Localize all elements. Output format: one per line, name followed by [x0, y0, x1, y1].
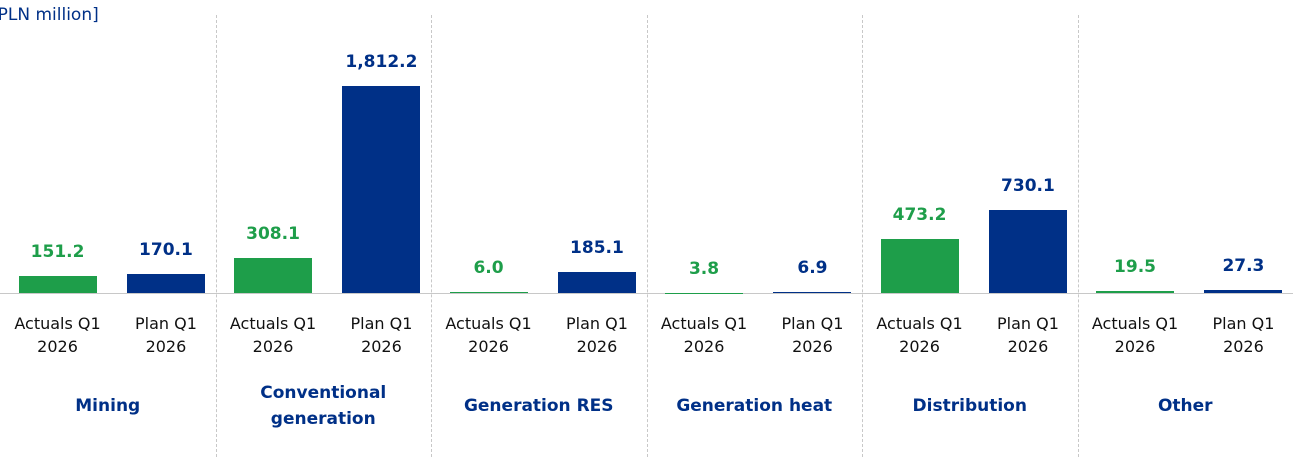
bar: [880, 238, 959, 293]
bar-label: Plan Q1 2026: [996, 314, 1059, 356]
bar-label: Actuals Q1 2026: [229, 314, 317, 356]
chart-title: [PLN million]: [0, 5, 99, 25]
bar-label: Plan Q1 2026: [350, 314, 413, 356]
bar: [342, 86, 421, 293]
value-label: 473.2: [892, 204, 947, 225]
value-label: 19.5: [1114, 256, 1156, 277]
value-label: 6.0: [473, 258, 504, 279]
value-label: 27.3: [1222, 255, 1265, 276]
group-separator: [646, 15, 648, 457]
group-label: Other: [1157, 396, 1213, 416]
bar: [773, 292, 852, 293]
group-label: Mining: [75, 396, 141, 416]
bar-label: Actuals Q1 2026: [876, 314, 963, 356]
bar: [1204, 289, 1283, 293]
group-label: Conventional generation: [260, 383, 387, 429]
bar: [234, 257, 313, 293]
bar: [988, 209, 1067, 293]
group-separator: [431, 15, 432, 457]
value-label: 6.9: [797, 258, 828, 279]
group-separator: [862, 15, 863, 457]
value-label: 151.2: [30, 241, 85, 262]
bar-label: Plan Q1 2026: [781, 314, 844, 356]
bar-label: Plan Q1 2026: [134, 314, 197, 356]
bar: [557, 271, 636, 293]
value-label: 170.1: [139, 239, 193, 260]
group-separator: [215, 15, 217, 457]
bar-label: Actuals Q1 2026: [445, 314, 532, 356]
value-label: 1,812.2: [345, 52, 418, 72]
group-separator: [1077, 15, 1079, 457]
value-label: 308.1: [246, 223, 300, 244]
bar-label: Actuals Q1 2026: [1091, 314, 1179, 356]
bar: [126, 273, 205, 293]
group-label: Distribution: [912, 396, 1027, 416]
bar-label: Actuals Q1 2026: [660, 314, 748, 356]
bar: [18, 275, 97, 293]
value-label: 730.1: [1001, 175, 1055, 196]
bar: [449, 292, 528, 293]
bar-label: Plan Q1 2026: [565, 314, 628, 356]
bar: [1096, 290, 1175, 293]
bar-label: Plan Q1 2026: [1212, 314, 1275, 356]
value-label: 3.8: [688, 258, 720, 279]
value-label: 185.1: [570, 237, 624, 258]
group-label: Generation heat: [676, 396, 833, 416]
bar-label: Actuals Q1 2026: [14, 314, 101, 356]
group-label: Generation RES: [463, 396, 614, 416]
